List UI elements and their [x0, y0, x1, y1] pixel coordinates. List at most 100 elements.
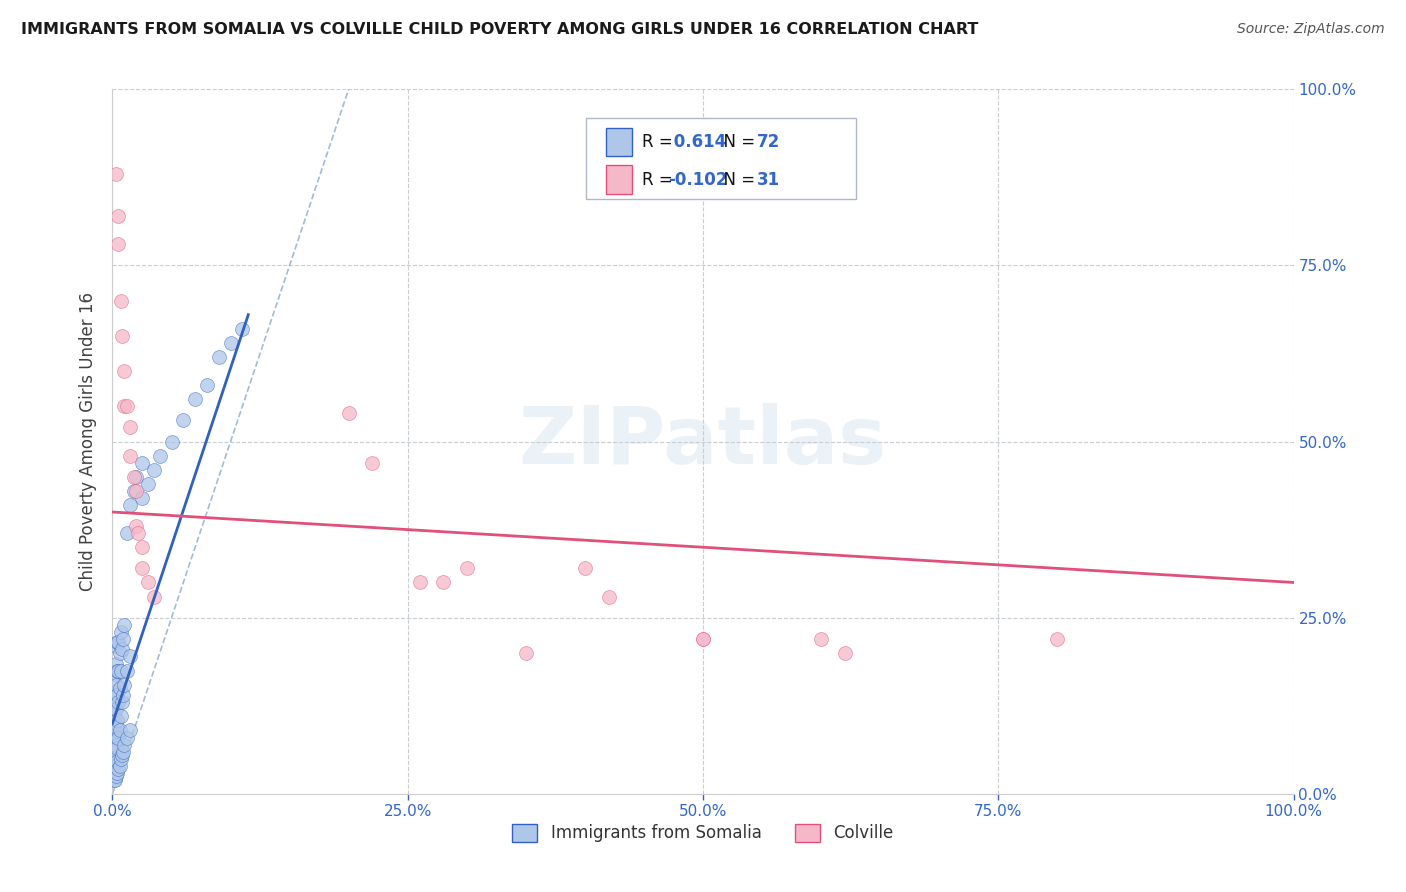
Point — [231, 322, 253, 336]
Point — [120, 649, 142, 664]
Point — [120, 498, 142, 512]
Point — [172, 413, 194, 427]
Point — [142, 590, 165, 604]
Point — [104, 745, 127, 759]
Point — [105, 688, 128, 702]
Text: R =: R = — [643, 170, 678, 189]
Point — [103, 762, 125, 776]
Point — [105, 738, 128, 752]
Legend: Immigrants from Somalia, Colville: Immigrants from Somalia, Colville — [506, 817, 900, 849]
Point — [131, 541, 153, 555]
Text: Source: ZipAtlas.com: Source: ZipAtlas.com — [1237, 22, 1385, 37]
Point — [110, 751, 132, 765]
Point — [104, 731, 127, 745]
Point — [107, 237, 129, 252]
Point — [110, 624, 132, 639]
Point — [108, 681, 131, 696]
Point — [111, 748, 134, 763]
Point — [1046, 632, 1069, 646]
Point — [184, 392, 207, 407]
Point — [112, 399, 135, 413]
Text: N =: N = — [713, 133, 761, 151]
Point — [120, 449, 142, 463]
Point — [105, 167, 128, 181]
Point — [160, 434, 183, 449]
Point — [103, 741, 125, 756]
Point — [692, 632, 714, 646]
Point — [104, 758, 127, 772]
Point — [110, 709, 132, 723]
Text: R =: R = — [643, 133, 678, 151]
Point — [108, 646, 131, 660]
Point — [112, 632, 135, 646]
Point — [111, 695, 134, 709]
Point — [515, 646, 537, 660]
Point — [111, 642, 134, 657]
Point — [131, 491, 153, 505]
Point — [104, 684, 127, 698]
Point — [104, 772, 127, 787]
Point — [112, 364, 135, 378]
Point — [142, 463, 165, 477]
Point — [337, 406, 360, 420]
Point — [598, 590, 620, 604]
Point — [103, 731, 125, 745]
Point — [107, 664, 129, 678]
Point — [219, 335, 242, 350]
Point — [108, 758, 131, 772]
Point — [692, 632, 714, 646]
Point — [115, 731, 138, 745]
Point — [105, 755, 128, 769]
Point — [195, 378, 218, 392]
Point — [108, 723, 131, 738]
Point — [105, 720, 128, 734]
Point — [122, 469, 145, 483]
Point — [149, 449, 172, 463]
Point — [112, 678, 135, 692]
Point — [105, 635, 128, 649]
Point — [432, 575, 454, 590]
Point — [115, 399, 138, 413]
Point — [105, 657, 128, 671]
Point — [103, 720, 125, 734]
Point — [110, 664, 132, 678]
Point — [110, 293, 132, 308]
Point — [456, 561, 478, 575]
Point — [834, 646, 856, 660]
Text: ZIPatlas: ZIPatlas — [519, 402, 887, 481]
Point — [103, 698, 125, 713]
Point — [208, 350, 231, 364]
Point — [127, 526, 149, 541]
Text: 0.614: 0.614 — [668, 133, 727, 151]
Text: -0.102: -0.102 — [668, 170, 728, 189]
Text: IMMIGRANTS FROM SOMALIA VS COLVILLE CHILD POVERTY AMONG GIRLS UNDER 16 CORRELATI: IMMIGRANTS FROM SOMALIA VS COLVILLE CHIL… — [21, 22, 979, 37]
Point — [125, 519, 148, 533]
Point — [120, 420, 142, 434]
Point — [104, 716, 127, 731]
Point — [107, 731, 129, 745]
Point — [105, 765, 128, 780]
Text: N =: N = — [713, 170, 761, 189]
Point — [125, 483, 148, 498]
Point — [408, 575, 430, 590]
Point — [131, 456, 153, 470]
Point — [574, 561, 596, 575]
Point — [105, 664, 128, 678]
Point — [107, 695, 129, 709]
Point — [107, 762, 129, 776]
Point — [104, 667, 127, 681]
Point — [104, 702, 127, 716]
Point — [112, 617, 135, 632]
Point — [105, 769, 128, 783]
Text: 72: 72 — [758, 133, 780, 151]
Point — [112, 688, 135, 702]
Point — [105, 678, 128, 692]
Point — [120, 723, 142, 738]
Point — [105, 702, 128, 716]
Point — [136, 476, 159, 491]
Point — [131, 561, 153, 575]
Point — [122, 483, 145, 498]
Point — [361, 456, 384, 470]
Point — [115, 526, 138, 541]
Point — [103, 772, 125, 787]
